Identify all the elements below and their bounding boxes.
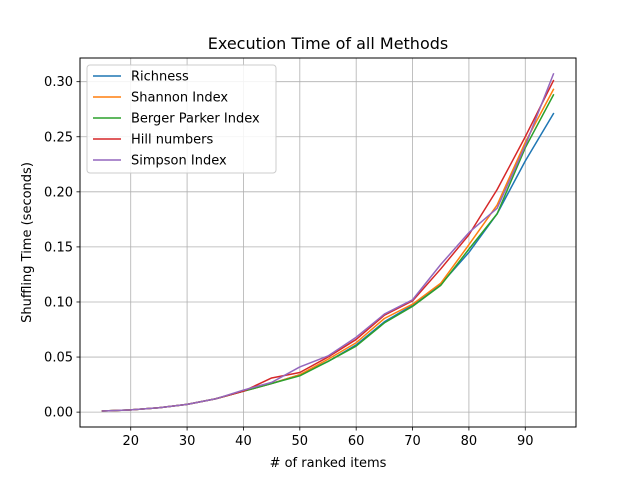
legend-label: Shannon Index: [131, 91, 228, 106]
y-tick-label: 0.00: [44, 406, 73, 421]
legend-label: Hill numbers: [131, 133, 213, 148]
plot-frame: [79, 57, 577, 428]
legend-label: Simpson Index: [131, 154, 227, 169]
legend-box: [86, 64, 277, 174]
y-tick-label: 0.25: [44, 130, 73, 145]
y-tick-label: 0.05: [44, 351, 73, 366]
x-tick-label: 60: [348, 434, 365, 449]
legend-label: Richness: [131, 70, 189, 85]
y-tick-label: 0.15: [44, 240, 73, 255]
x-tick-label: 70: [404, 434, 421, 449]
x-axis-label: # of ranked items: [270, 456, 387, 471]
x-tick-label: 30: [179, 434, 196, 449]
x-tick-label: 50: [292, 434, 309, 449]
series-layer: [101, 72, 555, 412]
chart-title: Execution Time of all Methods: [208, 34, 448, 53]
y-tick-label: 0.10: [44, 295, 73, 310]
x-axis-ticks: 20 30 40 50 60 70 80 90: [122, 427, 534, 449]
legend-label: Berger Parker Index: [131, 112, 260, 127]
y-axis-ticks: 0.00 0.05 0.10 0.15 0.20 0.25 0.30: [44, 75, 80, 421]
x-tick-label: 40: [235, 434, 252, 449]
x-tick-label: 20: [122, 434, 139, 449]
y-tick-label: 0.20: [44, 185, 73, 200]
x-tick-label: 90: [517, 434, 534, 449]
y-tick-label: 0.30: [44, 75, 73, 90]
x-tick-label: 80: [461, 434, 478, 449]
y-axis-label: Shuffling Time (seconds): [20, 162, 35, 323]
legend: Richness Shannon Index Berger Parker Index…: [86, 64, 277, 174]
series-line-simpson-index: [101, 72, 555, 412]
